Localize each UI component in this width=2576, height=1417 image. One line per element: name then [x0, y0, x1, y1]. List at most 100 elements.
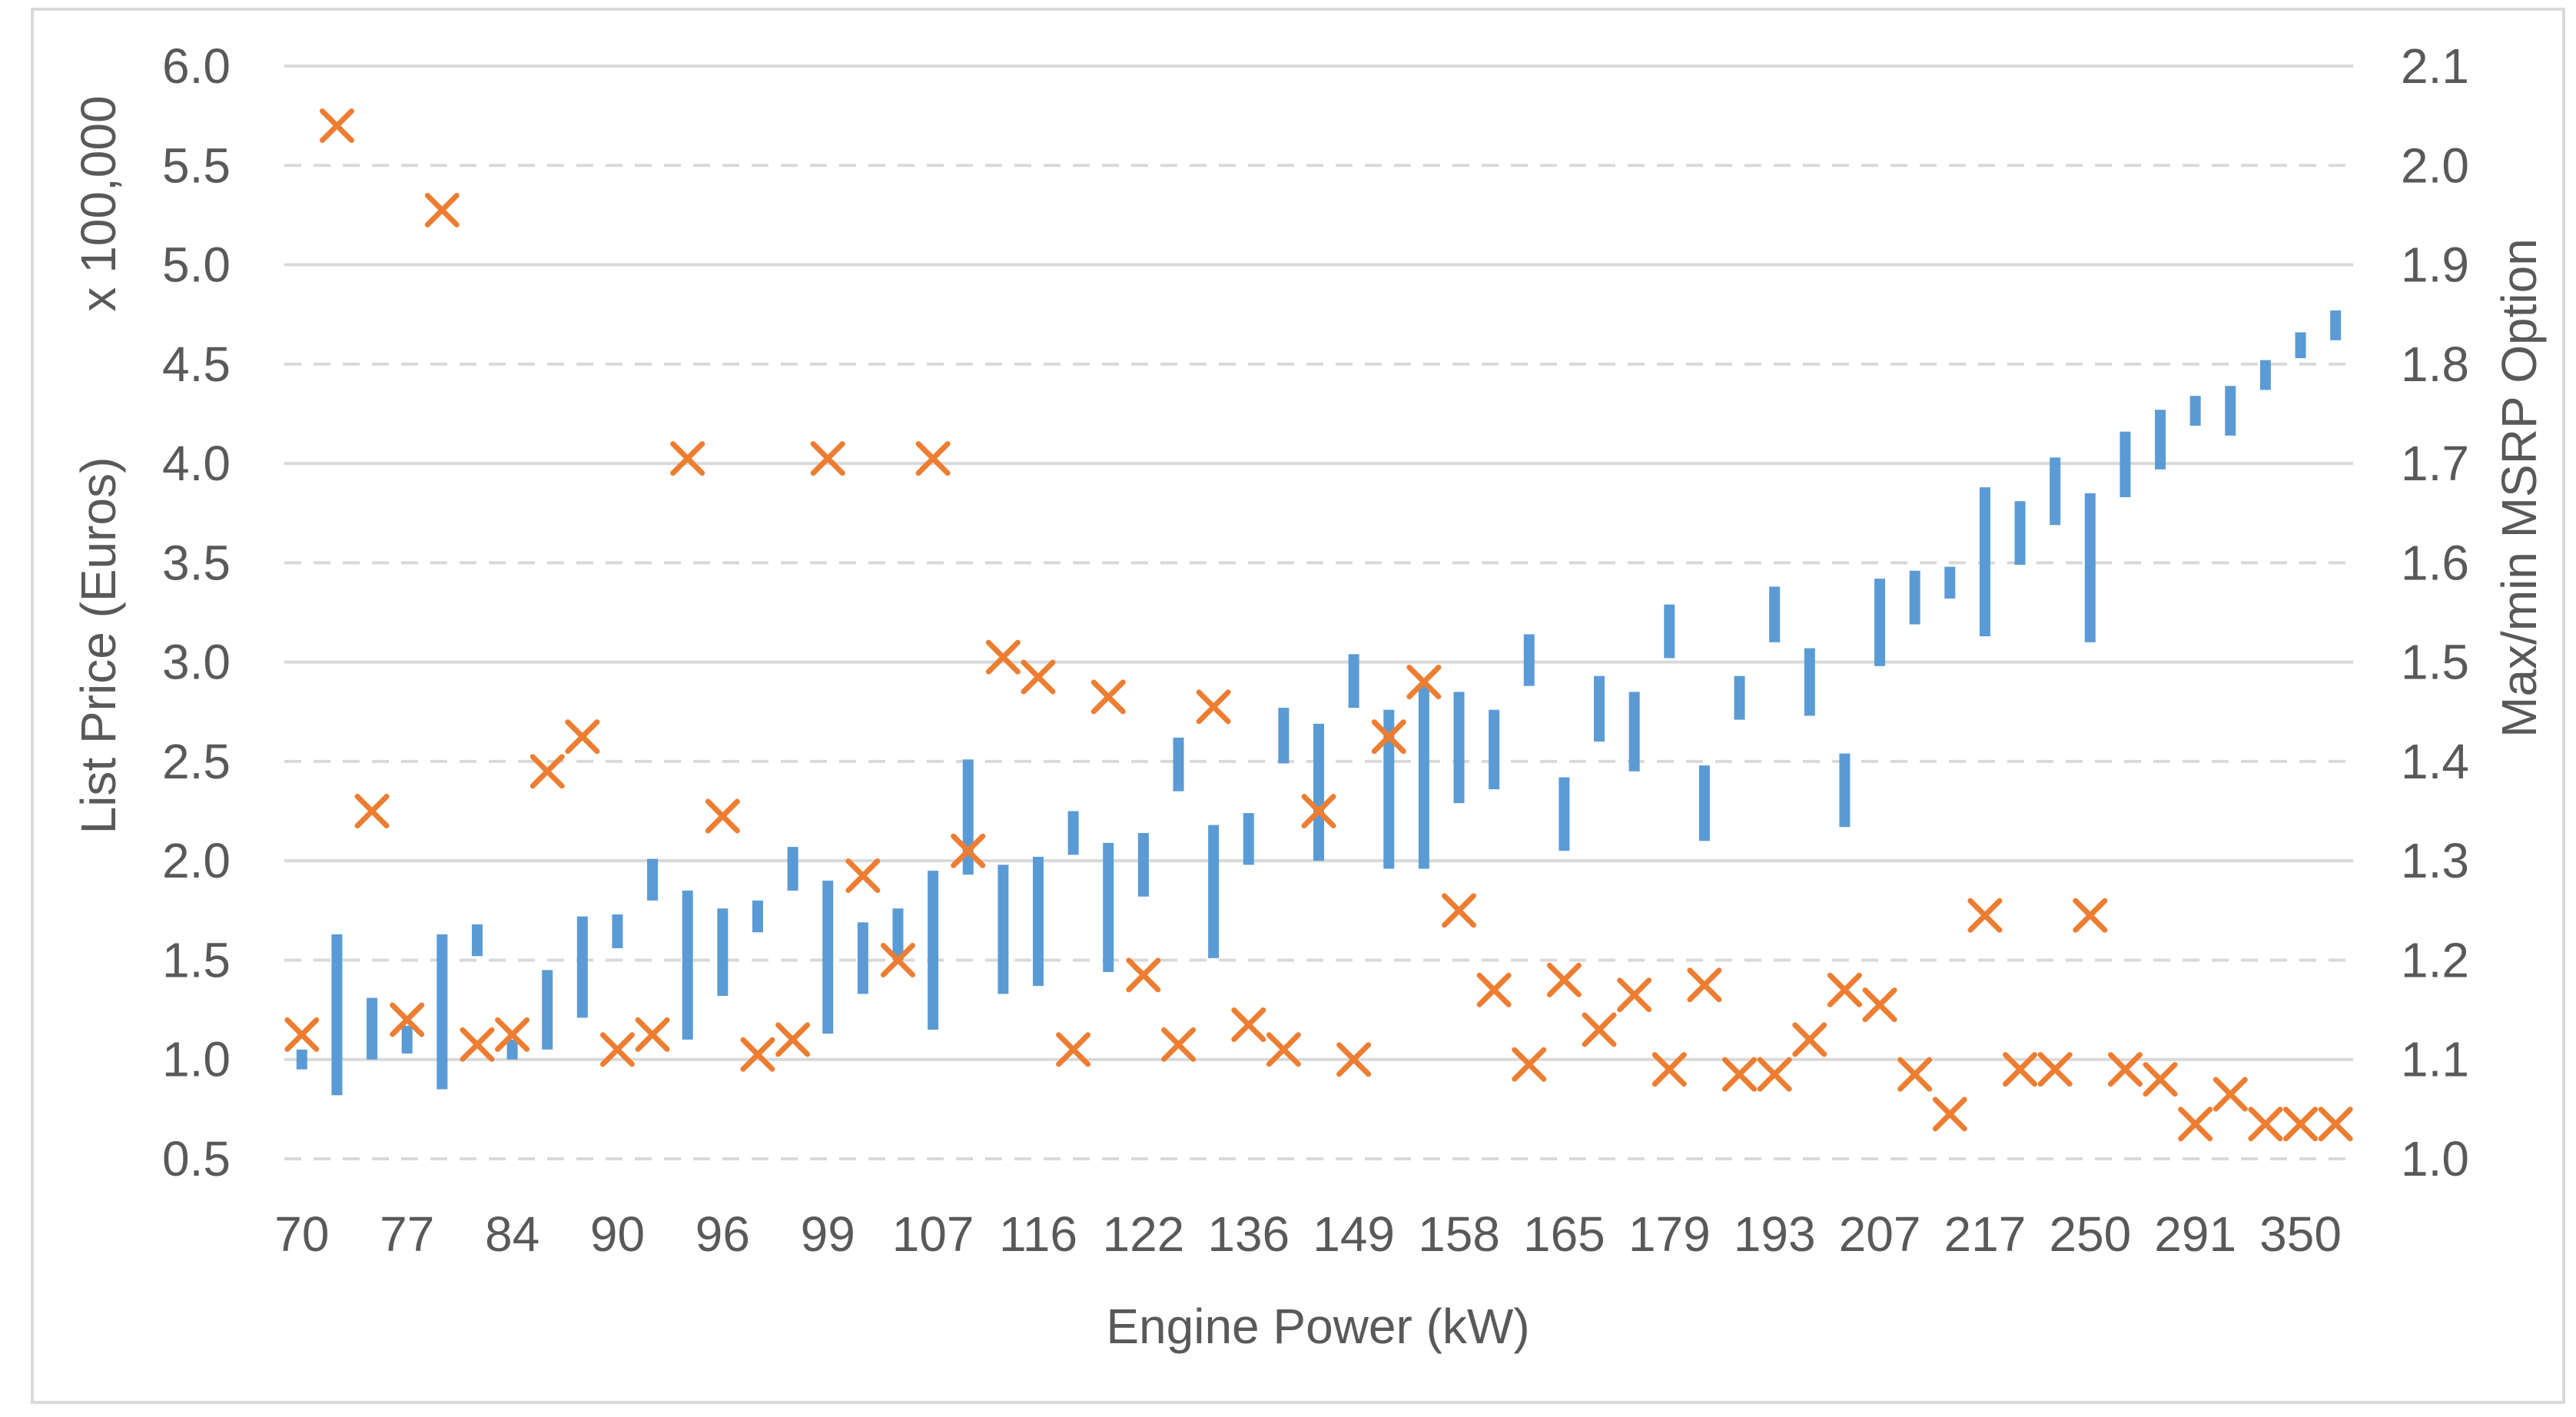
left-tick-label: 3.0 [162, 635, 231, 690]
price-range-bar [1664, 604, 1675, 659]
marker-stroke [1897, 1057, 1933, 1092]
marker-stroke [1722, 1057, 1758, 1092]
marker-stroke [2143, 1062, 2178, 1097]
right-tick-label: 1.1 [2401, 1032, 2469, 1087]
marker-stroke [810, 441, 845, 476]
msrp-ratio-marker [284, 1017, 320, 1052]
price-range-bar [2295, 332, 2306, 359]
x-tick-label: 350 [2259, 1206, 2342, 1262]
x-tick-label: 165 [1523, 1206, 1605, 1262]
price-range-bar [1313, 723, 1324, 861]
marker-stroke [2107, 1052, 2143, 1087]
marker-stroke [951, 833, 986, 868]
right-axis-title: Max/min MSRP Option [2491, 238, 2547, 738]
price-range-bar [2225, 386, 2236, 436]
marker-stroke [880, 942, 915, 977]
price-range-bar [1559, 777, 1570, 851]
x-tick-label: 107 [892, 1206, 974, 1262]
price-range-bar [1032, 857, 1044, 987]
marker-stroke [705, 798, 740, 834]
marker-stroke [1546, 962, 1582, 997]
x-tick-label: 217 [1944, 1206, 2027, 1262]
marker-stroke [460, 1027, 495, 1062]
msrp-ratio-marker [2248, 1107, 2283, 1142]
price-range-bar [717, 908, 729, 996]
x-tick-label: 84 [485, 1206, 539, 1262]
price-range-bar [1067, 811, 1079, 855]
price-range-bar [1979, 487, 1990, 637]
price-range-bar [1769, 586, 1781, 642]
msrp-ratio-marker [2213, 1077, 2248, 1112]
right-axis-ticks: 1.0 1.1 1.2 1.3 1.4 1.5 1.6 1.7 1.8 1.9 2.0 2.1 [2401, 38, 2469, 1186]
msrp-ratio-marker [670, 441, 705, 476]
marker-stroke [1231, 1007, 1266, 1042]
marker-stroke [1442, 893, 1477, 928]
left-axis-units-label: x 100,000 [71, 95, 126, 311]
price-range-bar [1523, 634, 1535, 686]
msrp-ratio-marker [1932, 1097, 1967, 1132]
msrp-ratio-marker [1862, 987, 1897, 1023]
marker-stroke [1056, 1032, 1091, 1067]
x-tick-label: 70 [274, 1206, 329, 1262]
msrp-ratio-marker [1056, 1032, 1091, 1067]
marker-stroke [1617, 977, 1652, 1013]
right-tick-label: 1.7 [2401, 436, 2469, 491]
msrp-ratio-marker [1722, 1057, 1758, 1092]
msrp-ratio-marker [1442, 893, 1477, 928]
marker-stroke [1266, 1032, 1301, 1067]
msrp-ratio-marker [1126, 957, 1161, 993]
marker-stroke [565, 719, 600, 755]
msrp-ratio-marker [319, 108, 354, 144]
marker-stroke [775, 1022, 811, 1057]
price-range-bar [2120, 431, 2131, 498]
marker-stroke [1476, 972, 1512, 1007]
price-range-bar [998, 864, 1009, 994]
price-range-bar [1944, 566, 1956, 599]
left-tick-label: 3.5 [162, 535, 231, 590]
msrp-ratio-marker [495, 1017, 530, 1052]
msrp-ratio-marker [2318, 1107, 2353, 1142]
marker-stroke [845, 858, 881, 894]
msrp-ratio-marker [1406, 664, 1442, 699]
left-tick-label: 1.5 [162, 932, 231, 987]
price-range-bar [2189, 396, 2201, 426]
x-tick-label: 158 [1418, 1206, 1500, 1262]
left-tick-label: 2.5 [162, 734, 231, 789]
msrp-ratio-marker [1967, 898, 2003, 933]
right-tick-label: 2.0 [2401, 138, 2469, 193]
msrp-ratio-marker [1617, 977, 1652, 1013]
price-range-bar [576, 916, 588, 1018]
msrp-ratio-marker [460, 1027, 495, 1062]
price-range-bar [1173, 737, 1184, 791]
x-tick-label: 207 [1839, 1206, 1921, 1262]
msrp-ratio-marker [1301, 794, 1336, 829]
msrp-ratio-marker [1371, 719, 1406, 755]
right-tick-label: 1.5 [2401, 635, 2469, 690]
x-tick-label: 96 [695, 1206, 750, 1262]
price-range-bar [1734, 675, 1745, 720]
msrp-ratio-marker [1827, 972, 1862, 1007]
price-range-bar [2330, 310, 2342, 340]
price-range-bar [682, 890, 693, 1040]
price-range-bar [1594, 675, 1605, 742]
x-tick-label: 291 [2154, 1206, 2236, 1262]
left-tick-label: 0.5 [162, 1131, 231, 1186]
price-range-bar [1208, 825, 1220, 958]
marker-stroke [1862, 987, 1897, 1023]
price-range-bar [1383, 709, 1395, 869]
right-tick-label: 1.2 [2401, 932, 2469, 987]
price-range-bar [1103, 842, 1114, 972]
price-range-bar [647, 858, 659, 901]
msrp-ratio-marker [599, 1032, 635, 1067]
marker-stroke [1757, 1057, 1792, 1092]
price-range-bar [1489, 709, 1500, 790]
marker-stroke [1336, 1042, 1372, 1077]
marker-stroke [740, 1037, 775, 1072]
marker-stroke [1371, 719, 1406, 755]
msrp-ratio-marker [1231, 1007, 1266, 1042]
price-range-bar [1839, 753, 1851, 828]
msrp-ratio-marker [985, 639, 1021, 675]
msrp-ratio-marker [740, 1037, 775, 1072]
marker-stroke [1126, 957, 1161, 993]
msrp-ratio-marker [2107, 1052, 2143, 1087]
